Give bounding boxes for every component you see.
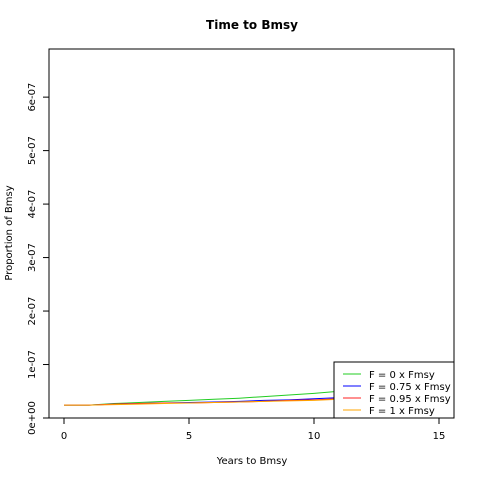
y-tick-label: 3e-07 [27,243,38,272]
x-tick-label: 10 [308,431,321,442]
series-lines [64,390,340,406]
y-axis: 0e+00 1e-07 2e-07 3e-07 4e-07 5e-07 6e-07 [27,83,49,435]
y-tick-label: 4e-07 [27,190,38,219]
y-tick-label: 1e-07 [27,350,38,379]
y-tick-label: 6e-07 [27,83,38,112]
y-tick-label: 2e-07 [27,297,38,326]
y-tick-label: 5e-07 [27,136,38,165]
legend-label: F = 0.95 x Fmsy [369,394,451,405]
y-tick-label: 0e+00 [27,401,38,435]
x-axis: 0 5 10 15 [61,418,446,442]
x-axis-label: Years to Bmsy [216,456,288,467]
y-axis-label: Proportion of Bmsy [4,185,15,280]
series-line-3 [64,398,340,406]
x-tick-label: 15 [433,431,446,442]
legend-label: F = 1 x Fmsy [369,406,435,417]
chart-title: Time to Bmsy [206,18,298,32]
plot-border [48,48,455,419]
legend-label: F = 0.75 x Fmsy [369,382,451,393]
legend-box [333,361,455,419]
legend-label: F = 0 x Fmsy [369,370,435,381]
x-tick-label: 5 [186,431,192,442]
x-tick-label: 0 [61,431,67,442]
